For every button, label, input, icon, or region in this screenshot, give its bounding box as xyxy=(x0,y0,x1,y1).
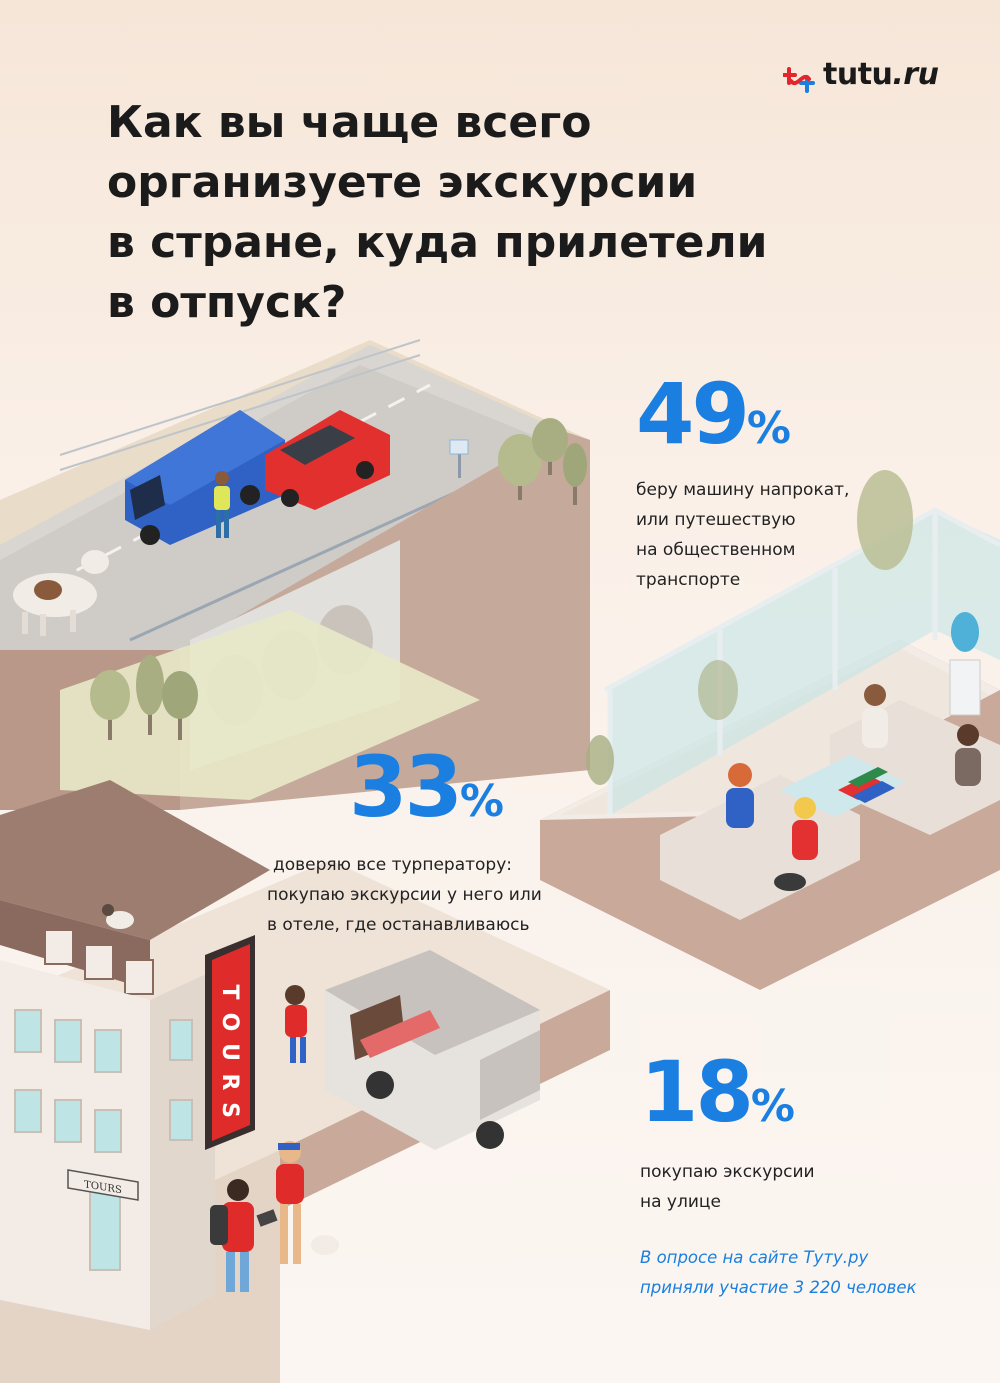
tutu-logo[interactable]: tutu.ru xyxy=(783,55,943,105)
stat-percent: 49% xyxy=(636,372,849,471)
stat-rental-transport: 49% беру машину напрокат, или путешеству… xyxy=(636,372,849,595)
stat-line: покупаю экскурсии у него или xyxy=(267,885,542,905)
percent-sign: % xyxy=(750,1081,795,1132)
logo-suffix: .ru xyxy=(892,57,939,92)
tours-letter: S xyxy=(217,1102,242,1118)
stat-value: 33 xyxy=(349,738,463,836)
stat-tour-operator: 33% доверяю все турператору: покупаю экс… xyxy=(267,745,542,940)
stat-description: покупаю экскурсии на улице xyxy=(640,1157,815,1217)
stat-line: или путешествую xyxy=(636,510,796,530)
page-title: Как вы чаще всего организуете экскурсии … xyxy=(107,93,768,333)
tours-letter: O xyxy=(217,1013,242,1032)
stat-line: на улице xyxy=(640,1192,721,1212)
stat-value: 18 xyxy=(640,1043,754,1141)
stat-percent: 33% xyxy=(267,745,512,844)
stat-percent: 18% xyxy=(640,1050,815,1149)
tours-letter: R xyxy=(217,1074,242,1091)
title-line: организуете экскурсии xyxy=(107,157,698,208)
hotel-lounge-illustration xyxy=(540,470,1000,990)
survey-line: В опросе на сайте Туту.ру xyxy=(640,1248,869,1267)
title-line: в стране, куда прилетели xyxy=(107,217,768,268)
tutu-logo-icon xyxy=(783,67,815,93)
stat-line: покупаю экскурсии xyxy=(640,1162,815,1182)
survey-note: В опросе на сайте Туту.ру приняли участи… xyxy=(640,1243,917,1303)
street-tours-illustration: TOURS T O U R S xyxy=(0,780,610,1383)
stat-street-tours: 18% покупаю экскурсии на улице xyxy=(640,1050,815,1217)
tours-letter: T xyxy=(217,984,242,999)
stat-description: беру машину напрокат, или путешествую на… xyxy=(636,475,849,595)
stat-line: транспорте xyxy=(636,570,741,590)
stat-value: 49 xyxy=(636,365,750,463)
logo-text: tutu.ru xyxy=(823,57,939,92)
logo-word: tutu xyxy=(823,57,893,92)
percent-sign: % xyxy=(746,403,791,454)
stat-line: в отеле, где останавливаюсь xyxy=(267,915,530,935)
survey-line: приняли участие 3 220 человек xyxy=(640,1278,917,1297)
tours-letter: U xyxy=(217,1043,242,1061)
title-line: Как вы чаще всего xyxy=(107,97,592,148)
road-bridge-illustration xyxy=(0,339,590,810)
stat-line: на общественном xyxy=(636,540,796,560)
stat-line: доверяю все турператору: xyxy=(272,855,512,875)
stat-description: доверяю все турператору: покупаю экскурс… xyxy=(267,850,542,940)
title-line: в отпуск? xyxy=(107,277,347,328)
stat-line: беру машину напрокат, xyxy=(636,480,850,500)
tours-vertical-sign: T O U R S xyxy=(205,935,255,1150)
percent-sign: % xyxy=(459,776,504,827)
